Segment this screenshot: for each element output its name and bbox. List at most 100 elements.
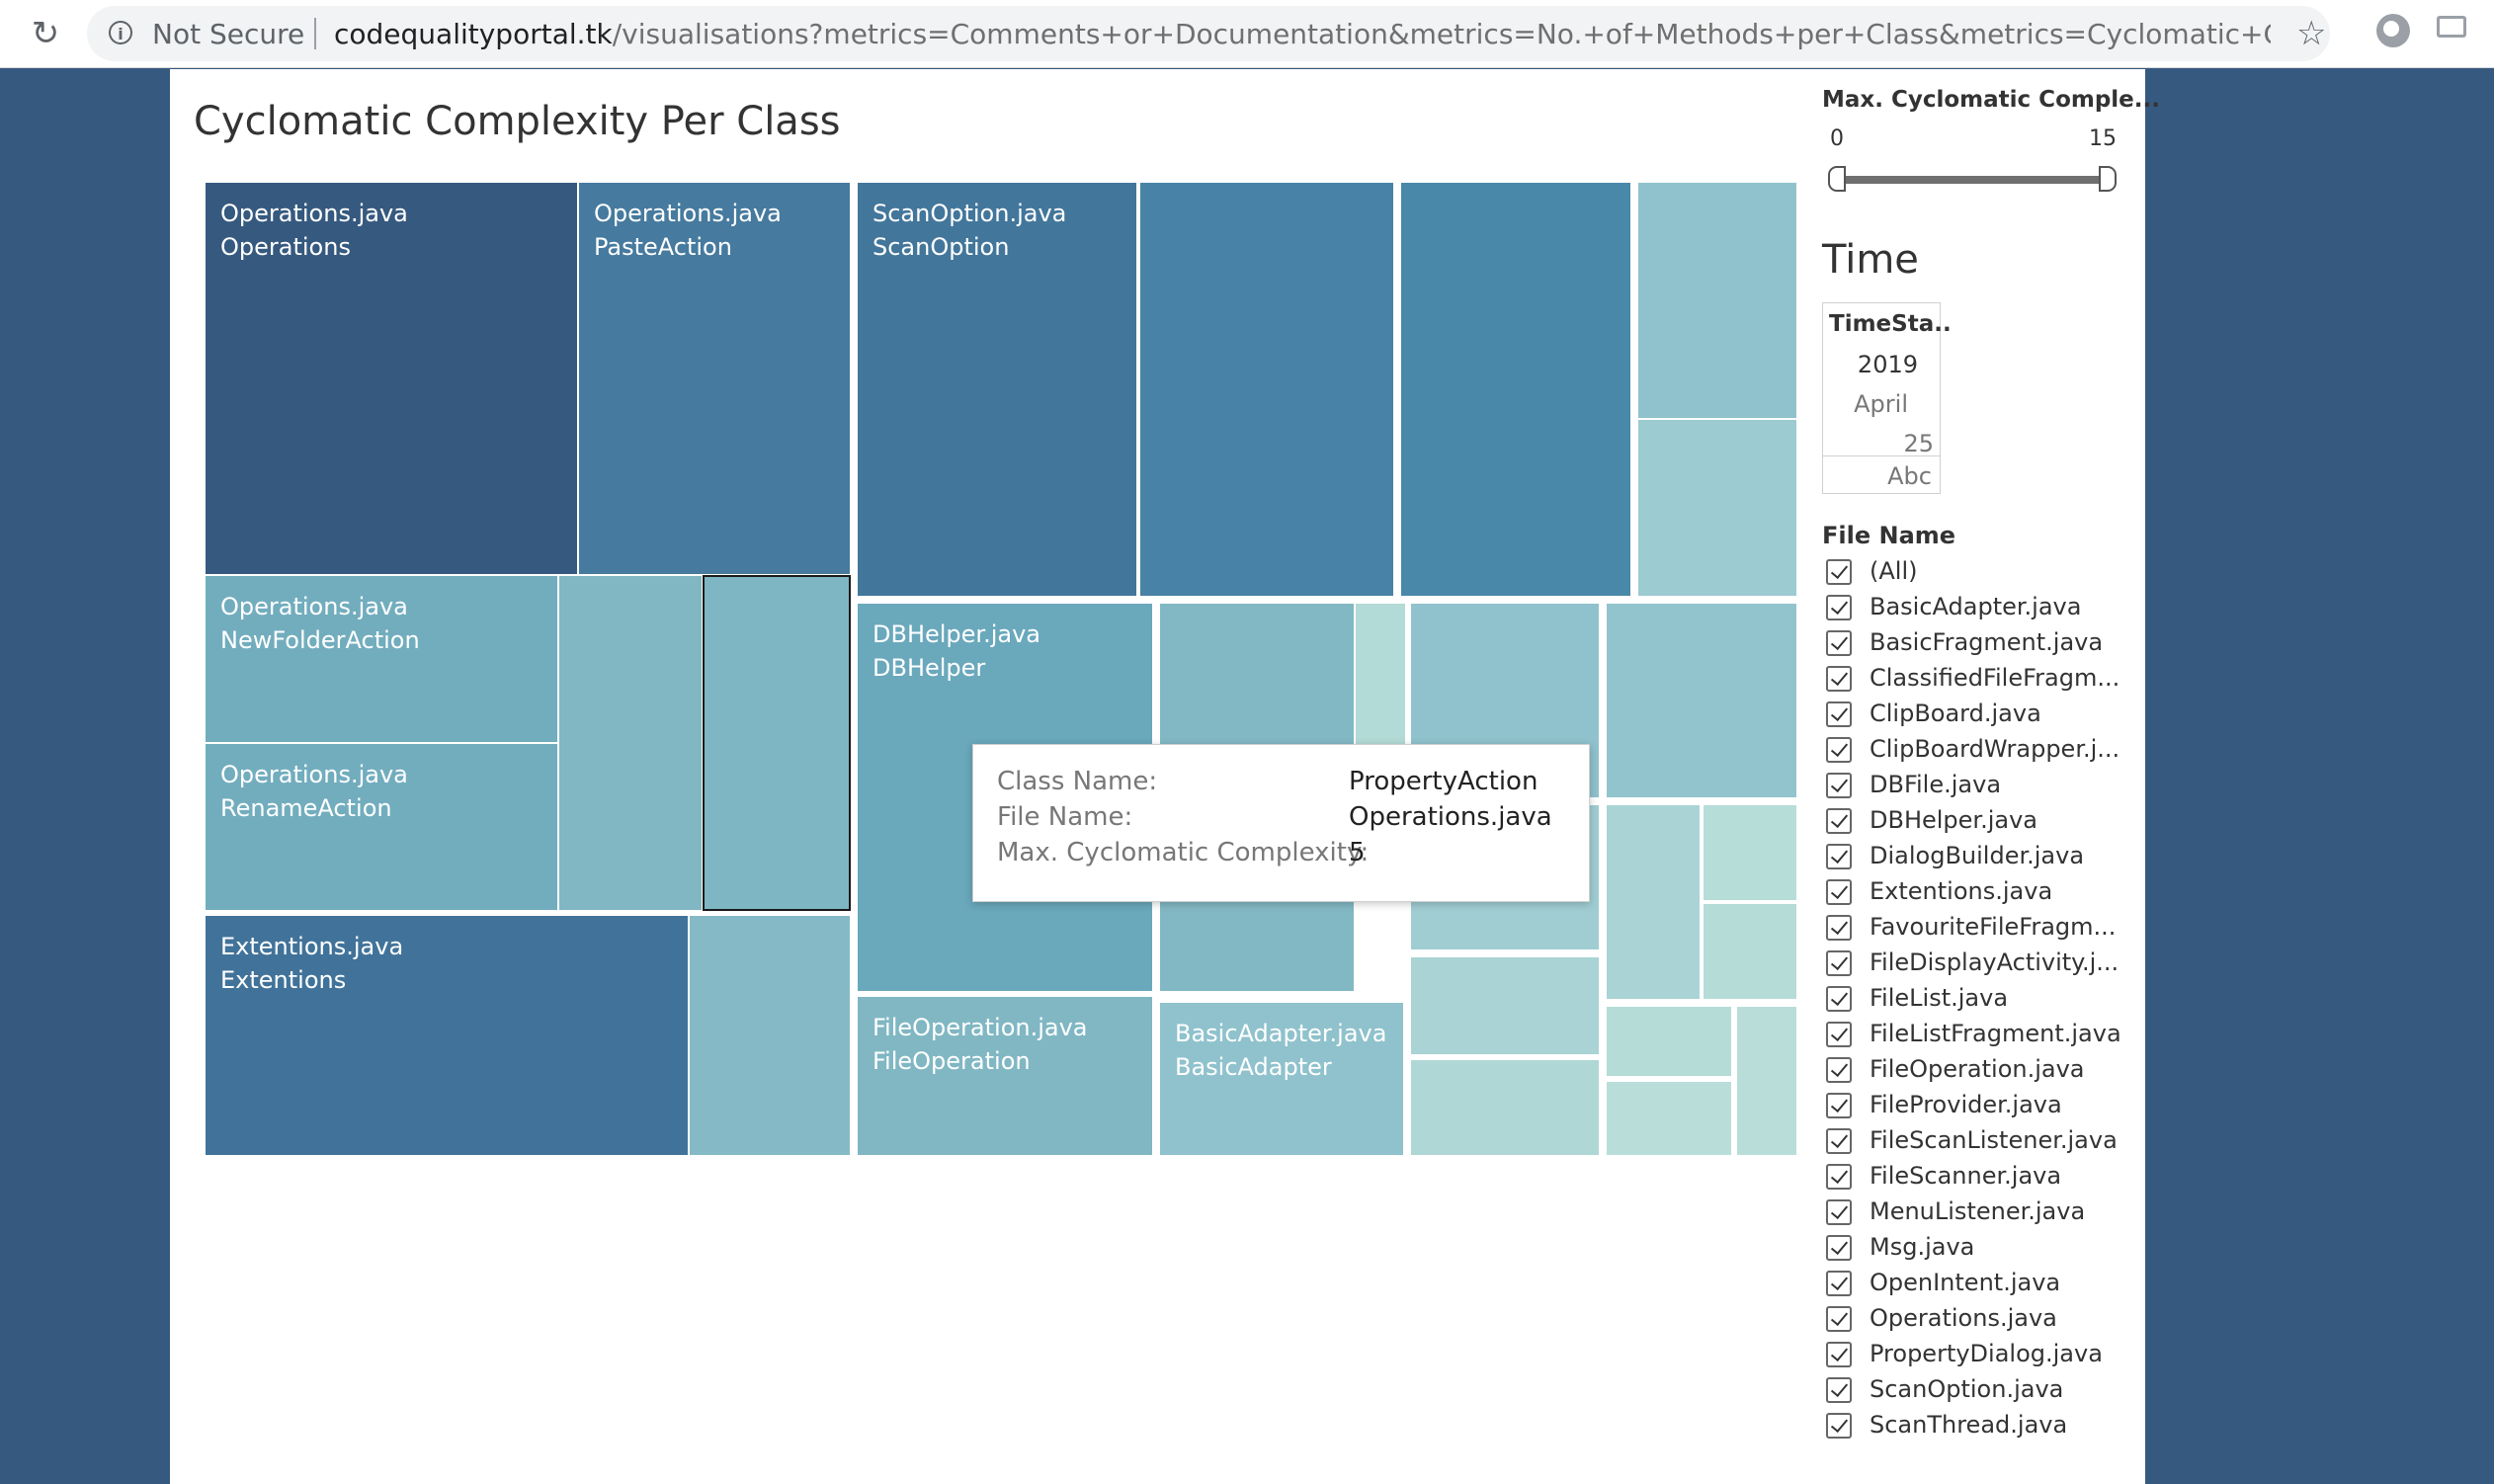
file-filter-label: ClipBoard.java bbox=[1870, 700, 2041, 727]
treemap-tile[interactable]: Operations.java NewFolderAction bbox=[206, 576, 557, 742]
treemap-tile[interactable] bbox=[704, 576, 850, 910]
timestamp-year[interactable]: 2019 bbox=[1857, 351, 1918, 378]
checkbox-checked-icon[interactable] bbox=[1826, 773, 1852, 798]
treemap-tile[interactable] bbox=[1638, 420, 1796, 596]
file-filter-item[interactable]: BasicFragment.java bbox=[1822, 626, 2138, 662]
file-filter-item[interactable]: Msg.java bbox=[1822, 1231, 2138, 1267]
file-filter-item[interactable]: DBHelper.java bbox=[1822, 804, 2138, 840]
treemap-tile[interactable]: Operations.java PasteAction bbox=[579, 183, 850, 574]
address-bar[interactable]: i Not Secure codequalityportal.tk/visual… bbox=[87, 6, 2330, 61]
treemap-tile[interactable] bbox=[1607, 1082, 1731, 1155]
info-icon[interactable]: i bbox=[109, 21, 132, 44]
file-filter-item[interactable]: FileOperation.java bbox=[1822, 1053, 2138, 1089]
file-filter-item[interactable]: FileScanListener.java bbox=[1822, 1124, 2138, 1160]
file-filter-item[interactable]: BasicAdapter.java bbox=[1822, 591, 2138, 626]
checkbox-checked-icon[interactable] bbox=[1826, 1306, 1852, 1332]
checkbox-checked-icon[interactable] bbox=[1826, 1057, 1852, 1083]
treemap-tile[interactable] bbox=[1607, 805, 1700, 999]
treemap-tile[interactable] bbox=[1607, 604, 1796, 797]
checkbox-checked-icon[interactable] bbox=[1826, 1377, 1852, 1403]
file-filter-item[interactable]: ClassifiedFileFragm... bbox=[1822, 662, 2138, 698]
abc-label: Abc bbox=[1887, 462, 1932, 490]
url-text[interactable]: codequalityportal.tk/visualisations?metr… bbox=[334, 18, 2271, 57]
checkbox-checked-icon[interactable] bbox=[1826, 595, 1852, 620]
bookmark-star-icon[interactable]: ☆ bbox=[2296, 14, 2327, 53]
file-filter-item[interactable]: FileListFragment.java bbox=[1822, 1018, 2138, 1053]
file-filter-item[interactable]: Operations.java bbox=[1822, 1302, 2138, 1338]
timestamp-day[interactable]: 25 bbox=[1903, 430, 1934, 457]
treemap-tile[interactable] bbox=[1411, 957, 1599, 1054]
file-filter-item[interactable]: MenuListener.java bbox=[1822, 1195, 2138, 1231]
checkbox-checked-icon[interactable] bbox=[1826, 915, 1852, 941]
file-filter-item[interactable]: FileScanner.java bbox=[1822, 1160, 2138, 1195]
checkbox-checked-icon[interactable] bbox=[1826, 1271, 1852, 1296]
file-filter-item[interactable]: DBFile.java bbox=[1822, 769, 2138, 804]
checkbox-checked-icon[interactable] bbox=[1826, 986, 1852, 1012]
file-filter-label: OpenIntent.java bbox=[1870, 1269, 2061, 1296]
treemap-tile[interactable] bbox=[1638, 183, 1796, 418]
extension-icon[interactable] bbox=[2376, 14, 2410, 47]
checkbox-checked-icon[interactable] bbox=[1826, 1022, 1852, 1047]
checkbox-checked-icon[interactable] bbox=[1826, 1199, 1852, 1225]
slider-max-handle[interactable] bbox=[2099, 166, 2117, 192]
checkbox-checked-icon[interactable] bbox=[1826, 630, 1852, 656]
treemap-tile[interactable] bbox=[1356, 604, 1405, 752]
cast-icon[interactable] bbox=[2437, 16, 2466, 38]
checkbox-checked-icon[interactable] bbox=[1826, 666, 1852, 692]
checkbox-checked-icon[interactable] bbox=[1826, 701, 1852, 727]
checkbox-checked-icon[interactable] bbox=[1826, 1128, 1852, 1154]
dashboard: Cyclomatic Complexity Per Class Operatio… bbox=[170, 69, 2160, 1484]
file-filter-item[interactable]: FileDisplayActivity.j... bbox=[1822, 947, 2138, 982]
treemap-tile[interactable] bbox=[1704, 904, 1796, 999]
checkbox-checked-icon[interactable] bbox=[1826, 950, 1852, 976]
treemap-tile[interactable] bbox=[1607, 1007, 1731, 1076]
checkbox-checked-icon[interactable] bbox=[1826, 1342, 1852, 1367]
treemap-tile[interactable] bbox=[1411, 1060, 1599, 1155]
file-filter-item[interactable]: ScanOption.java bbox=[1822, 1373, 2138, 1409]
treemap-tile[interactable]: BasicAdapter.java BasicAdapter bbox=[1160, 1003, 1403, 1155]
checkbox-checked-icon[interactable] bbox=[1826, 1235, 1852, 1261]
file-filter-item[interactable]: ClipBoardWrapper.j... bbox=[1822, 733, 2138, 769]
treemap-tile[interactable] bbox=[1704, 805, 1796, 900]
treemap-tile[interactable]: Operations.java RenameAction bbox=[206, 744, 557, 910]
checkbox-checked-icon[interactable] bbox=[1826, 1413, 1852, 1439]
checkbox-checked-icon[interactable] bbox=[1826, 559, 1852, 585]
file-filter-item[interactable]: FileProvider.java bbox=[1822, 1089, 2138, 1124]
timestamp-month[interactable]: April bbox=[1854, 390, 1908, 418]
file-filter-item[interactable]: FavouriteFileFragm... bbox=[1822, 911, 2138, 947]
treemap-tile[interactable]: FileOperation.java FileOperation bbox=[858, 997, 1152, 1155]
file-filter-item[interactable]: FileList.java bbox=[1822, 982, 2138, 1018]
file-name-filter-title: File Name bbox=[1822, 522, 1956, 549]
checkbox-checked-icon[interactable] bbox=[1826, 1164, 1852, 1190]
file-filter-item[interactable]: (All) bbox=[1822, 555, 2138, 591]
checkbox-checked-icon[interactable] bbox=[1826, 737, 1852, 763]
treemap-tile[interactable] bbox=[1737, 1007, 1796, 1155]
slider-min-handle[interactable] bbox=[1828, 166, 1846, 192]
file-filter-label: Operations.java bbox=[1870, 1304, 2057, 1332]
file-filter-item[interactable]: DialogBuilder.java bbox=[1822, 840, 2138, 875]
url-path: /visualisations?metrics=Comments+or+Docu… bbox=[612, 18, 2271, 50]
file-filter-item[interactable]: ClipBoard.java bbox=[1822, 698, 2138, 733]
file-filter-item[interactable]: PropertyDialog.java bbox=[1822, 1338, 2138, 1373]
checkbox-checked-icon[interactable] bbox=[1826, 808, 1852, 834]
file-filter-label: MenuListener.java bbox=[1870, 1197, 2086, 1225]
file-filter-item[interactable]: OpenIntent.java bbox=[1822, 1267, 2138, 1302]
reload-icon[interactable]: ↻ bbox=[31, 14, 60, 53]
file-filter-item[interactable]: ScanThread.java bbox=[1822, 1409, 2138, 1444]
file-filter-item[interactable]: Extentions.java bbox=[1822, 875, 2138, 911]
treemap-tile[interactable]: Operations.java Operations bbox=[206, 183, 577, 574]
checkbox-checked-icon[interactable] bbox=[1826, 879, 1852, 905]
file-filter-label: BasicAdapter.java bbox=[1870, 593, 2082, 620]
range-slider[interactable] bbox=[1836, 176, 2107, 184]
checkbox-checked-icon[interactable] bbox=[1826, 844, 1852, 869]
treemap-tile[interactable] bbox=[1401, 183, 1630, 596]
security-label[interactable]: Not Secure bbox=[152, 18, 305, 50]
treemap-tile[interactable] bbox=[690, 916, 850, 1155]
file-filter-label: FileScanListener.java bbox=[1870, 1126, 2118, 1154]
treemap-tile[interactable]: ScanOption.java ScanOption bbox=[858, 183, 1136, 596]
treemap-tile[interactable] bbox=[1140, 183, 1393, 596]
treemap-tile[interactable] bbox=[559, 576, 702, 910]
timestamp-abc-cell[interactable]: Abc bbox=[1823, 455, 1940, 494]
checkbox-checked-icon[interactable] bbox=[1826, 1093, 1852, 1118]
treemap-tile[interactable]: Extentions.java Extentions bbox=[206, 916, 688, 1155]
